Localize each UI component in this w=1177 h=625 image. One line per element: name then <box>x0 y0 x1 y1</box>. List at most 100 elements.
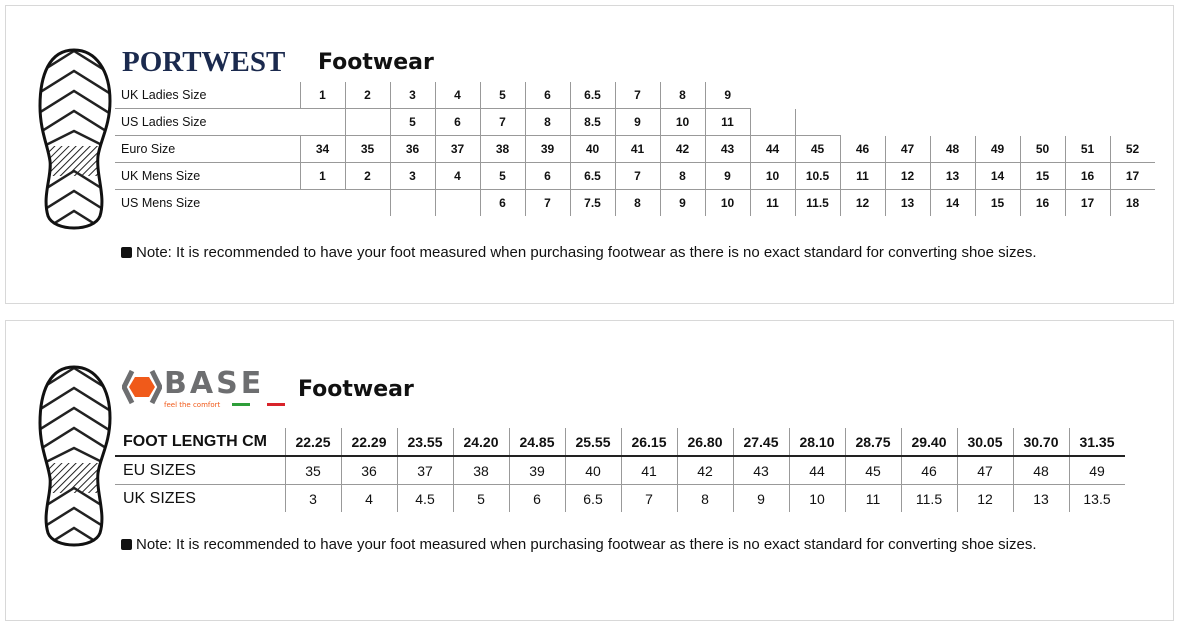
row-label: US Ladies Size <box>115 108 300 136</box>
table-row: EU SIZES 35 36 37 38 39 40 41 42 43 44 45 46 47 48 49 <box>115 456 1125 485</box>
size-cell <box>300 190 345 217</box>
size-cell: 45 <box>844 456 901 485</box>
size-cell: 15 <box>1019 162 1065 190</box>
shoe-sole-icon <box>38 365 112 547</box>
size-cell: 40 <box>569 135 615 163</box>
row-label: UK Ladies Size <box>115 82 300 109</box>
size-cell: 47 <box>884 135 930 163</box>
size-cell: 39 <box>524 135 570 163</box>
row-label: UK Mens Size <box>115 162 300 190</box>
size-cell: 15 <box>974 189 1020 216</box>
size-cell: 10 <box>749 162 795 190</box>
size-cell: 4 <box>340 484 397 512</box>
size-cell: 36 <box>340 456 397 485</box>
base-hexagon-icon <box>122 369 162 405</box>
size-cell: 9 <box>732 484 789 512</box>
row-label: EU SIZES <box>115 456 285 485</box>
size-cell: 9 <box>704 162 750 190</box>
size-cell <box>300 108 345 136</box>
size-cell: 8 <box>659 82 705 109</box>
size-cell: 7 <box>479 108 525 136</box>
size-cell: 48 <box>929 135 975 163</box>
row-label: US Mens Size <box>121 196 201 210</box>
size-cell: 11.5 <box>900 484 957 512</box>
size-cell: 6.5 <box>569 162 615 190</box>
size-cell: 11 <box>839 162 885 190</box>
size-cell <box>344 108 390 136</box>
section-title: Footwear <box>298 377 414 402</box>
size-cell: 6 <box>508 484 565 512</box>
portwest-logo: PORTWEST <box>122 46 286 78</box>
size-cell: 10 <box>659 108 705 136</box>
size-cell: 52 <box>1109 135 1155 163</box>
size-cell: 44 <box>749 135 795 163</box>
table-row: FOOT LENGTH CM 22.25 22.29 23.55 24.20 24.85 2… <box>115 428 1125 457</box>
size-cell: 37 <box>396 456 453 485</box>
size-cell: 10 <box>788 484 845 512</box>
size-cell: 8 <box>659 162 705 190</box>
size-cell: 3 <box>389 82 435 109</box>
size-cell: 35 <box>284 456 341 485</box>
base-size-table: FOOT LENGTH CM 22.25 22.29 23.55 24.20 24.85 2… <box>115 428 1125 512</box>
size-cell <box>749 108 795 136</box>
size-cell: 7 <box>524 189 570 216</box>
note-icon <box>121 247 132 258</box>
size-cell: 3 <box>284 484 341 512</box>
size-cell: 14 <box>929 189 975 216</box>
size-cell: 7 <box>614 82 660 109</box>
size-cell: 41 <box>620 456 677 485</box>
size-cell: 5 <box>389 108 435 136</box>
size-cell: 51 <box>1064 135 1110 163</box>
size-cell: 9 <box>614 108 660 136</box>
size-cell: 6 <box>524 82 570 109</box>
size-cell: 31.35 <box>1068 428 1125 457</box>
size-cell: 13.5 <box>1068 484 1125 512</box>
size-cell: 16 <box>1064 162 1110 190</box>
size-cell: 42 <box>676 456 733 485</box>
size-cell: 3 <box>389 162 435 190</box>
size-cell: 5 <box>452 484 509 512</box>
table-row: US Mens Size 6 7 7.5 8 9 10 11 11.5 12 13 14 15 16 17 1… <box>115 189 1155 217</box>
size-cell: 34 <box>299 135 345 163</box>
size-cell: 11.5 <box>794 189 840 216</box>
shoe-sole-icon <box>38 48 112 230</box>
size-cell: 7 <box>614 162 660 190</box>
size-cell: 28.75 <box>844 428 901 457</box>
size-cell: 30.70 <box>1012 428 1069 457</box>
size-cell: 7 <box>620 484 677 512</box>
size-cell: 9 <box>704 82 750 109</box>
size-cell: 43 <box>704 135 750 163</box>
size-cell: 36 <box>389 135 435 163</box>
size-cell: 22.25 <box>284 428 341 457</box>
size-cell: 8 <box>524 108 570 136</box>
size-cell: 7.5 <box>569 189 615 216</box>
size-cell: 41 <box>614 135 660 163</box>
base-logo: BASE feel the comfort <box>122 369 287 411</box>
size-cell: 14 <box>974 162 1020 190</box>
size-cell: 2 <box>344 82 390 109</box>
size-cell: 1 <box>299 82 345 109</box>
row-label: Euro Size <box>115 135 300 163</box>
size-cell: 6 <box>434 108 480 136</box>
size-cell: 4.5 <box>396 484 453 512</box>
size-cell: 9 <box>659 189 705 216</box>
size-cell: 8 <box>676 484 733 512</box>
size-cell: 5 <box>479 162 525 190</box>
size-cell: 26.15 <box>620 428 677 457</box>
size-cell: 23.55 <box>396 428 453 457</box>
size-cell: 35 <box>344 135 390 163</box>
note: Note: It is recommended to have your foo… <box>121 244 1036 262</box>
size-cell <box>389 189 435 216</box>
size-cell: 13 <box>884 189 930 216</box>
note: Note: It is recommended to have your foo… <box>121 536 1036 554</box>
size-cell: 40 <box>564 456 621 485</box>
size-cell: 6 <box>524 162 570 190</box>
size-cell: 13 <box>929 162 975 190</box>
size-cell: 10.5 <box>794 162 840 190</box>
size-cell: 26.80 <box>676 428 733 457</box>
size-cell: 24.85 <box>508 428 565 457</box>
size-cell: 6.5 <box>564 484 621 512</box>
size-cell: 24.20 <box>452 428 509 457</box>
size-cell: 17 <box>1109 162 1155 190</box>
size-cell: 50 <box>1019 135 1065 163</box>
